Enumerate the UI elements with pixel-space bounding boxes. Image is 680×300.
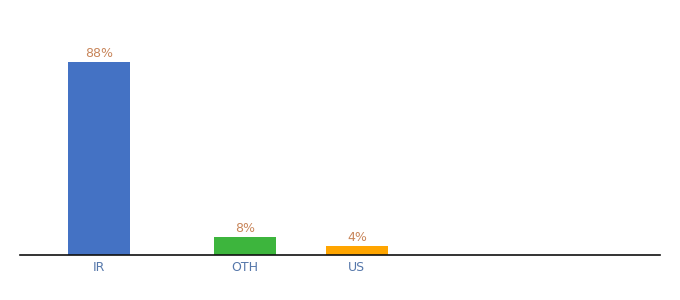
Text: 4%: 4% bbox=[347, 231, 367, 244]
Bar bbox=[68, 62, 130, 255]
Bar bbox=[214, 238, 275, 255]
Text: 88%: 88% bbox=[85, 47, 113, 60]
Text: 8%: 8% bbox=[235, 222, 255, 235]
Bar bbox=[326, 246, 388, 255]
